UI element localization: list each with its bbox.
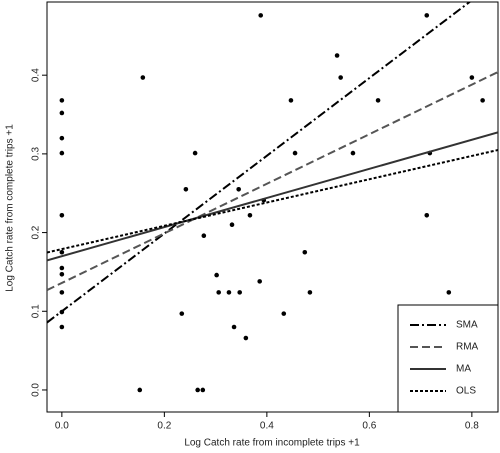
point bbox=[59, 249, 65, 255]
point bbox=[247, 212, 253, 218]
point bbox=[231, 324, 237, 330]
point bbox=[195, 387, 200, 393]
point bbox=[469, 75, 475, 80]
point bbox=[281, 311, 287, 316]
y-tick-label: 0.1 bbox=[31, 304, 42, 318]
point bbox=[59, 265, 65, 271]
point bbox=[288, 98, 294, 103]
point bbox=[350, 150, 356, 156]
point bbox=[59, 135, 65, 141]
point bbox=[59, 110, 65, 116]
point bbox=[183, 186, 189, 192]
x-tick-label: 0.2 bbox=[157, 421, 171, 432]
point bbox=[237, 290, 242, 295]
fit-line bbox=[47, 2, 472, 324]
point bbox=[243, 335, 249, 341]
point bbox=[216, 290, 221, 295]
x-axis-label: Log Catch rate from incomplete trips +1 bbox=[184, 438, 360, 449]
x-tick-label: 0.8 bbox=[465, 421, 479, 432]
point bbox=[257, 279, 262, 284]
point bbox=[140, 75, 146, 80]
point bbox=[200, 387, 206, 393]
point bbox=[236, 186, 241, 192]
point bbox=[229, 222, 235, 228]
point bbox=[292, 150, 298, 156]
y-tick-label: 0.0 bbox=[31, 383, 42, 397]
fit-line bbox=[47, 149, 498, 254]
point bbox=[338, 75, 343, 80]
point bbox=[137, 387, 143, 393]
y-axis-label: Log Catch rate from complete trips +1 bbox=[5, 124, 16, 292]
legend-label: OLS bbox=[456, 386, 476, 397]
point bbox=[307, 290, 313, 295]
point bbox=[192, 150, 198, 156]
legend-box bbox=[397, 304, 499, 413]
point bbox=[59, 98, 65, 103]
x-tick-label: 0.6 bbox=[362, 421, 376, 432]
legend-label: MA bbox=[456, 364, 471, 375]
point bbox=[258, 13, 264, 18]
y-tick-label: 0.3 bbox=[31, 146, 42, 160]
fit-line bbox=[47, 131, 498, 262]
point bbox=[480, 98, 485, 103]
point bbox=[179, 311, 185, 316]
point bbox=[59, 212, 65, 218]
point bbox=[59, 271, 65, 277]
point bbox=[226, 290, 232, 295]
legend-label: RMA bbox=[456, 342, 479, 353]
x-tick-label: 0.4 bbox=[260, 421, 274, 432]
point bbox=[59, 324, 65, 330]
fit-line bbox=[47, 71, 498, 292]
point bbox=[424, 212, 430, 218]
point bbox=[59, 290, 65, 295]
point bbox=[59, 150, 65, 156]
point bbox=[424, 13, 430, 18]
point bbox=[302, 249, 308, 255]
point bbox=[214, 272, 219, 278]
y-tick-label: 0.4 bbox=[31, 68, 42, 82]
point bbox=[375, 98, 381, 103]
plot-frame bbox=[46, 1, 499, 413]
point bbox=[446, 290, 452, 295]
point bbox=[334, 53, 340, 58]
point bbox=[201, 233, 207, 239]
legend-label: SMA bbox=[456, 320, 478, 331]
y-tick-label: 0.2 bbox=[31, 225, 42, 239]
x-tick-label: 0.0 bbox=[55, 421, 69, 432]
